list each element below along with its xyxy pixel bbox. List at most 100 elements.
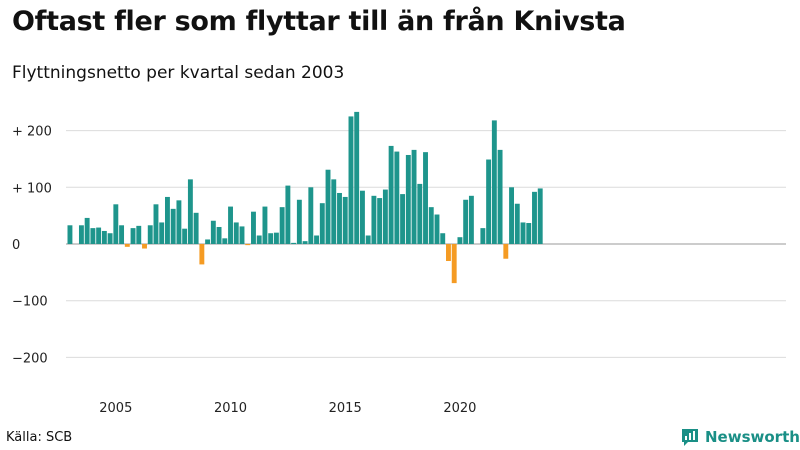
bar xyxy=(90,228,96,244)
bar xyxy=(497,149,503,244)
bar xyxy=(451,244,457,284)
newsworthy-logo-icon xyxy=(682,429,698,446)
bar xyxy=(159,222,165,244)
bar xyxy=(325,169,331,244)
bar xyxy=(342,196,348,244)
bar xyxy=(423,152,428,244)
brand-logo: Newsworthy xyxy=(680,427,800,447)
bar xyxy=(486,159,492,244)
y-tick-label: + 100 xyxy=(12,181,52,196)
bar xyxy=(308,187,314,244)
bar xyxy=(509,187,514,244)
bar xyxy=(262,206,268,244)
bar xyxy=(170,208,176,244)
bar xyxy=(532,191,537,244)
bar xyxy=(428,207,434,244)
bar xyxy=(67,225,73,244)
bar xyxy=(440,233,446,244)
bar xyxy=(468,195,474,244)
bars xyxy=(67,111,543,284)
bar xyxy=(365,235,371,244)
bar xyxy=(285,185,291,244)
bar xyxy=(348,116,354,244)
x-tick-label: 2005 xyxy=(99,401,132,416)
bar xyxy=(147,225,153,244)
bar xyxy=(124,244,130,247)
bar xyxy=(514,203,520,244)
y-axis-ticks: + 200 + 100 0 −100 −200 xyxy=(12,125,52,367)
bar xyxy=(210,220,216,244)
bar xyxy=(233,222,239,244)
y-tick-label: −100 xyxy=(12,295,48,310)
bar xyxy=(176,200,182,244)
bar xyxy=(388,145,394,244)
bar xyxy=(256,235,262,244)
bar xyxy=(302,241,308,244)
y-tick-label: −200 xyxy=(12,351,48,366)
bar xyxy=(199,244,205,265)
bar xyxy=(268,233,274,244)
bar xyxy=(382,189,388,244)
bar xyxy=(354,111,360,244)
bar xyxy=(296,199,302,244)
bar xyxy=(136,225,142,244)
y-tick-label: + 200 xyxy=(12,125,52,140)
bar xyxy=(405,154,411,244)
bar xyxy=(78,225,84,244)
bar xyxy=(537,188,543,244)
bar xyxy=(216,226,222,244)
brand-name: Newsworthy xyxy=(705,428,800,446)
bar xyxy=(107,233,113,244)
bar xyxy=(337,192,342,244)
source-note: Källa: SCB xyxy=(6,430,73,445)
x-tick-label: 2020 xyxy=(443,401,476,416)
chart-title: Oftast fler som flyttar till än från Kni… xyxy=(12,6,626,37)
bar xyxy=(503,244,509,259)
bar xyxy=(239,226,245,244)
bar xyxy=(526,223,532,244)
bar xyxy=(417,183,423,244)
bar xyxy=(228,206,233,244)
bar xyxy=(84,217,90,244)
bar xyxy=(251,211,256,244)
bar xyxy=(331,179,337,244)
bar xyxy=(96,227,102,244)
bar xyxy=(165,196,170,244)
x-axis-ticks: 2005 2010 2015 2020 xyxy=(99,401,476,416)
bar xyxy=(491,120,497,244)
bar xyxy=(457,237,463,244)
bar xyxy=(119,225,125,244)
bar xyxy=(359,190,365,244)
bar xyxy=(291,242,297,244)
chart-subtitle: Flyttningsnetto per kvartal sedan 2003 xyxy=(12,63,345,83)
bar xyxy=(153,204,159,244)
bar xyxy=(314,235,320,244)
bar xyxy=(273,232,279,244)
bar xyxy=(222,238,228,244)
bar xyxy=(205,239,211,244)
bar xyxy=(371,195,377,244)
bar xyxy=(446,244,451,262)
bar xyxy=(182,228,188,244)
bar xyxy=(101,230,107,244)
bar xyxy=(130,228,136,244)
bar xyxy=(113,204,119,244)
bar xyxy=(142,244,147,249)
bar xyxy=(480,228,486,244)
bar xyxy=(520,222,526,244)
bar xyxy=(377,198,383,244)
y-tick-label: 0 xyxy=(12,238,20,253)
bar xyxy=(193,212,199,244)
bar xyxy=(319,203,325,244)
bar xyxy=(394,151,400,244)
bar xyxy=(463,199,469,244)
bar-chart: + 200 + 100 0 −100 −200 2005 2010 2015 2020 xyxy=(12,111,786,416)
bar xyxy=(434,214,440,244)
bar xyxy=(279,207,285,244)
bar xyxy=(245,244,251,246)
bar xyxy=(187,179,193,244)
x-tick-label: 2010 xyxy=(214,401,247,416)
bar xyxy=(411,149,417,244)
x-tick-label: 2015 xyxy=(329,401,362,416)
bar xyxy=(400,194,406,244)
